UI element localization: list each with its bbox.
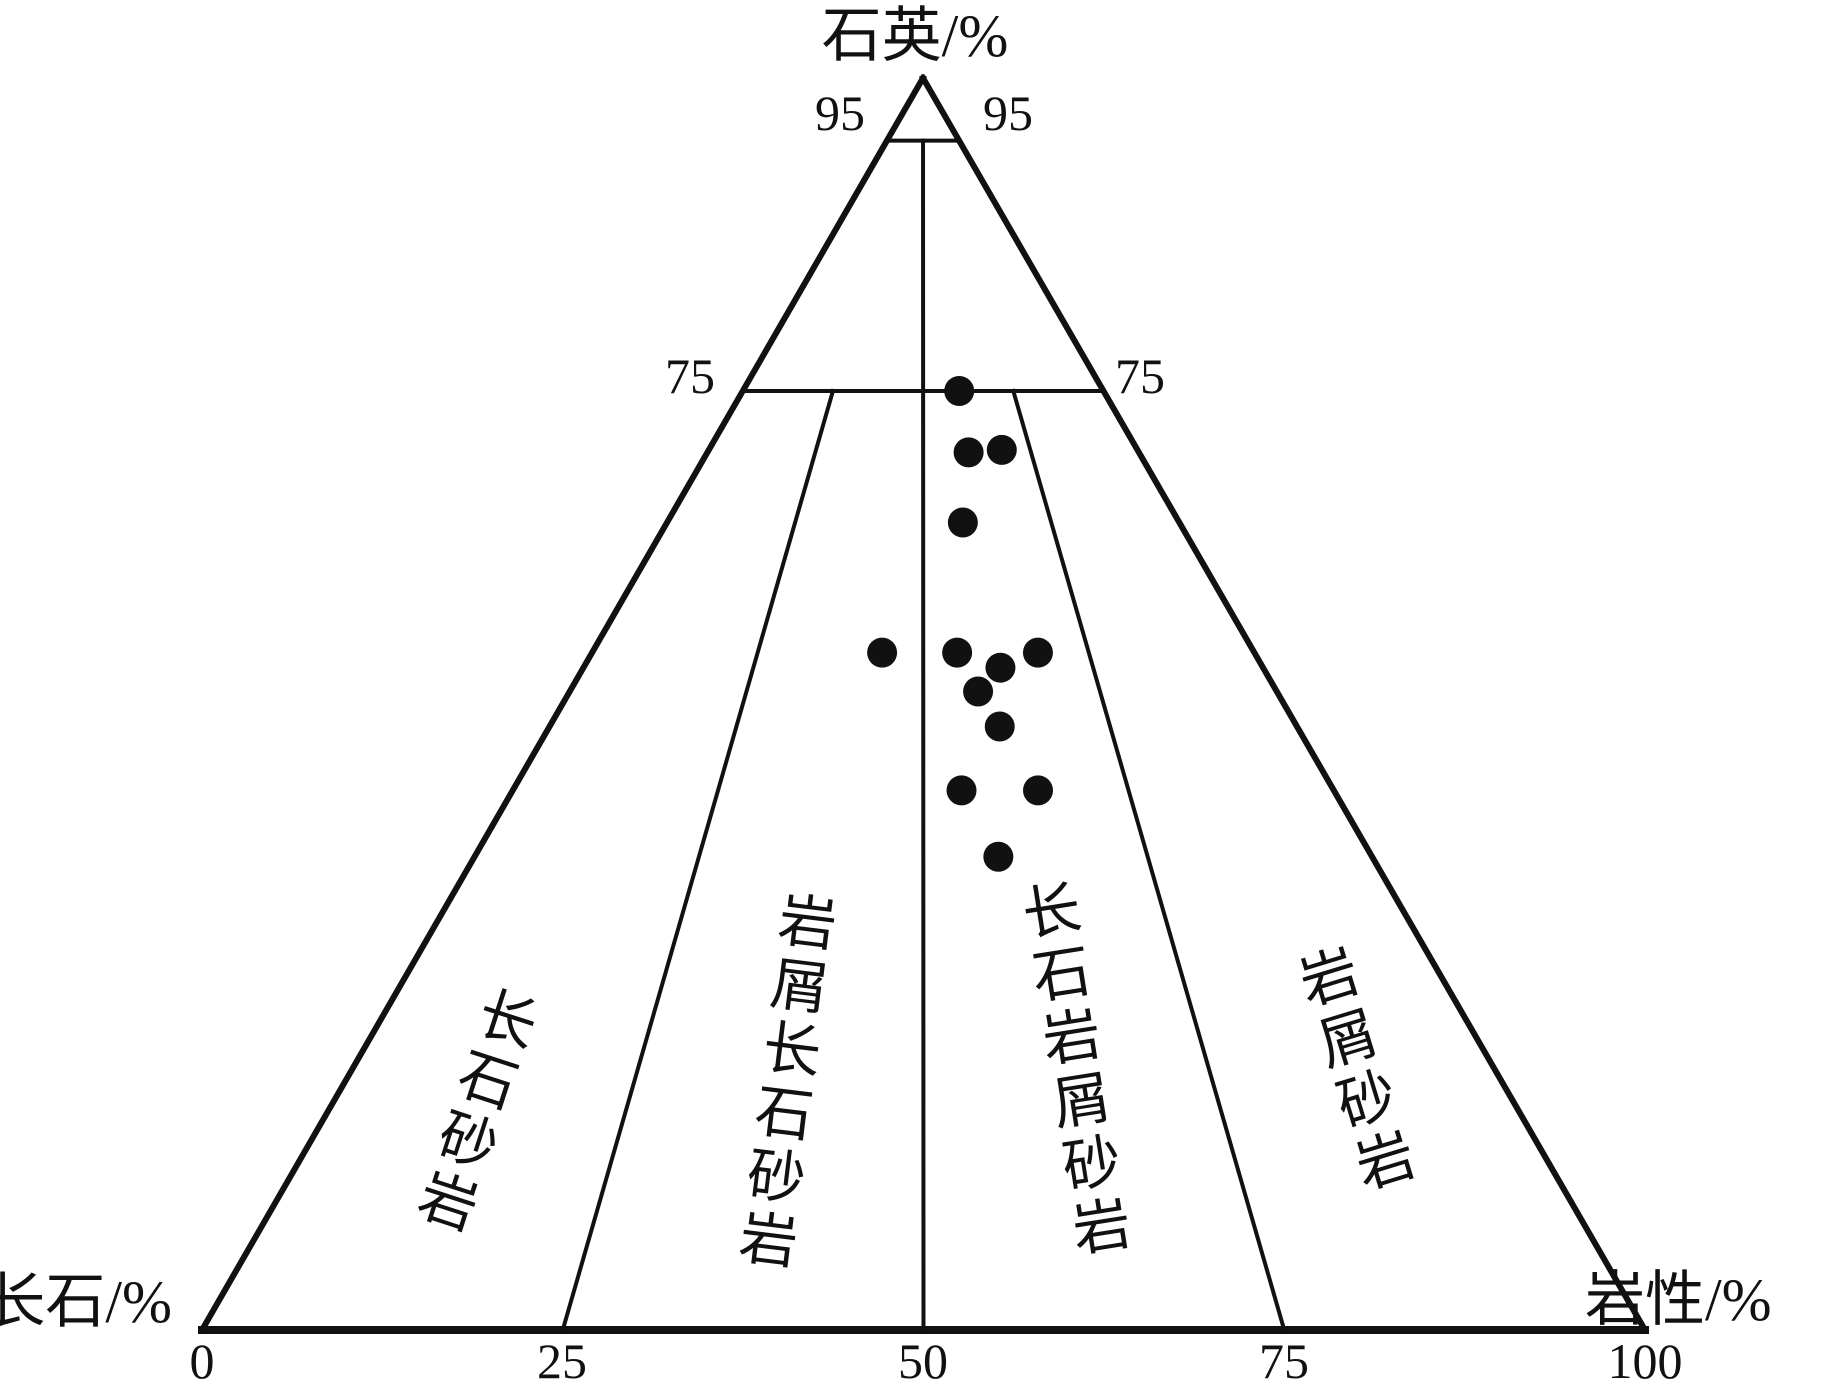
left-divider (560, 388, 836, 1333)
quartz-axis-label: 石英/% (822, 3, 1009, 69)
feldspar-axis-label: 长石/% (0, 1269, 172, 1335)
data-point (985, 652, 1016, 683)
data-point (1022, 637, 1053, 668)
triangle-lines (197, 73, 1650, 1335)
tick-q95-right: 95 (983, 85, 1033, 141)
tick-q75-left: 75 (665, 348, 715, 404)
tick-bottom-50: 50 (898, 1333, 948, 1389)
tick-bottom-75: 75 (1259, 1333, 1309, 1389)
lithic-axis-label: 岩性/% (1585, 1267, 1772, 1333)
data-point (947, 507, 978, 538)
tick-bottom-100: 100 (1608, 1333, 1683, 1389)
data-point (983, 841, 1014, 872)
left-edge (197, 73, 928, 1335)
data-point (963, 676, 994, 707)
right-edge (918, 73, 1650, 1335)
tick-bottom-25: 25 (537, 1333, 587, 1389)
tick-q75-right: 75 (1115, 348, 1165, 404)
right-divider (1010, 388, 1287, 1333)
data-points (867, 376, 1054, 872)
data-point (867, 637, 898, 668)
data-point (944, 376, 975, 406)
tick-bottom-0: 0 (190, 1333, 215, 1389)
data-point (953, 437, 984, 468)
data-point (946, 775, 977, 806)
data-point (986, 434, 1017, 465)
data-point (942, 637, 973, 668)
tick-q95-left: 95 (815, 85, 865, 141)
data-point (984, 711, 1015, 742)
data-point (1023, 775, 1054, 806)
